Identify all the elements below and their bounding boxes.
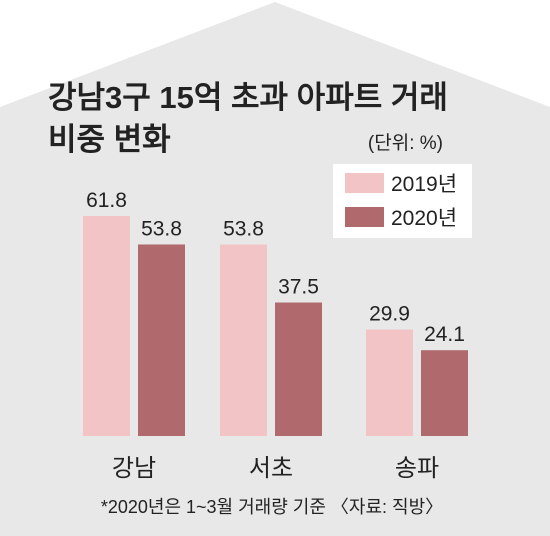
chart-title-line2: 비중 변화: [48, 122, 171, 157]
bar-2-2019: [220, 244, 267, 436]
legend: 2019년 2020년: [333, 164, 472, 238]
bar-group: 61.8 53.8 강남 53.8 37.5 서초 29.9 24.1 송파: [83, 189, 468, 482]
value-label-1-2019: 61.8: [86, 189, 127, 212]
bar-2-2020: [275, 302, 322, 436]
value-label-2-2019: 53.8: [223, 217, 264, 240]
value-label-3-2019: 29.9: [369, 303, 410, 326]
unit-label: (단위: %): [368, 132, 443, 154]
value-label-2-2020: 37.5: [278, 276, 319, 299]
footnote: *2020년은 1~3월 거래량 기준 〈자료: 직방〉: [101, 497, 443, 517]
legend-swatch-2019: [345, 173, 384, 193]
bar-3-2020: [421, 350, 468, 436]
chart-title-line1: 강남3구 15억 초과 아파트 거래: [48, 80, 448, 115]
legend-swatch-2020: [345, 207, 384, 227]
value-label-3-2020: 24.1: [424, 323, 465, 346]
category-label-2: 서초: [249, 455, 293, 482]
category-label-3: 송파: [395, 455, 439, 482]
category-label-1: 강남: [112, 455, 156, 482]
value-label-1-2020: 53.8: [141, 217, 182, 240]
bar-1-2019: [83, 215, 130, 436]
bar-1-2020: [138, 244, 185, 436]
legend-label-2020: 2020년: [391, 207, 457, 230]
legend-label-2019: 2019년: [391, 173, 457, 196]
bar-3-2019: [366, 329, 413, 436]
